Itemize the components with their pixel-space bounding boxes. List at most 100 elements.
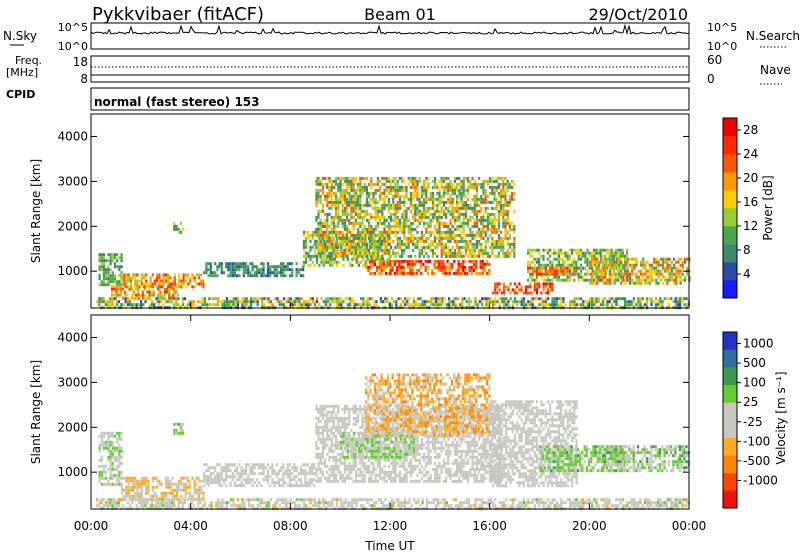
- scatter-cell-power-12: [148, 303, 151, 307]
- scatter-cell-power-6: [335, 254, 338, 258]
- scatter-cell-power-12: [245, 300, 248, 304]
- scatter-cell-power-6: [337, 185, 340, 189]
- scatter-cell-velocity-3: [225, 463, 228, 467]
- scatter-cell-velocity-3: [295, 466, 298, 470]
- scatter-cell-power-6: [387, 248, 390, 252]
- scatter-cell-power-6: [354, 191, 357, 195]
- scatter-cell-velocity-3: [238, 478, 241, 482]
- scatter-cell-power-6: [352, 242, 355, 246]
- scatter-cell-power-4: [262, 268, 265, 272]
- scatter-cell-velocity-1: [134, 485, 137, 489]
- scatter-cell-velocity-1: [151, 494, 154, 498]
- scatter-cell-velocity-4: [354, 410, 357, 414]
- scatter-cell-velocity-4: [324, 407, 327, 411]
- scatter-cell-velocity-0: [102, 482, 106, 486]
- scatter-cell-velocity-3: [207, 475, 210, 479]
- scatter-cell-velocity-1: [125, 491, 128, 495]
- scatter-cell-velocity-3: [293, 475, 296, 479]
- scatter-cell-power-8: [496, 291, 499, 295]
- scatter-cell-power-6: [350, 179, 353, 183]
- scatter-cell-power-12: [588, 297, 591, 301]
- scatter-cell-power-1: [168, 290, 171, 294]
- scatter-cell-power-11: [666, 263, 669, 267]
- scatter-cell-power-6: [368, 233, 371, 237]
- scatter-cell-power-11: [633, 266, 636, 270]
- scatter-cell-velocity-4: [348, 461, 351, 465]
- scatter-cell-power-12: [305, 300, 308, 304]
- scatter-cell-power-6: [473, 203, 476, 207]
- scatter-cell-power-6: [467, 218, 470, 222]
- scatter-cell-velocity-3: [251, 466, 254, 470]
- scatter-cell-power-0: [118, 268, 121, 272]
- scatter-cell-power-6: [326, 248, 329, 252]
- scatter-cell-power-6: [478, 227, 481, 231]
- scatter-cell-power-0: [118, 274, 121, 278]
- scatter-cell-power-6: [321, 209, 324, 213]
- scatter-cell-power-6: [502, 224, 505, 228]
- scatter-cell-power-4: [291, 268, 294, 272]
- scatter-cell-power-6: [335, 194, 338, 198]
- scatter-cell-power-6: [473, 254, 476, 258]
- scatter-cell-power-6: [453, 236, 456, 240]
- scatter-cell-power-6: [335, 239, 338, 243]
- scatter-cell-power-5: [384, 260, 387, 264]
- scatter-cell-power-6: [346, 254, 349, 258]
- scatter-cell-power-6: [390, 203, 393, 207]
- scatter-cell-power-4: [205, 265, 208, 269]
- scatter-cell-velocity-0: [98, 476, 101, 480]
- scatter-cell-power-6: [508, 251, 511, 255]
- scatter-cell-power-4: [209, 274, 212, 278]
- scatter-cell-power-12: [305, 303, 308, 307]
- scatter-cell-power-6: [502, 215, 505, 219]
- scatter-cell-velocity-4: [361, 422, 364, 426]
- scatter-cell-power-6: [420, 200, 423, 204]
- scatter-cell-power-9: [553, 248, 556, 252]
- scatter-cell-power-6: [458, 251, 461, 255]
- scatter-cell-power-6: [423, 248, 426, 252]
- scatter-cell-power-11: [659, 272, 662, 276]
- scatter-cell-power-5: [322, 254, 325, 258]
- scatter-cell-power-8: [500, 291, 503, 295]
- scatter-cell-velocity-1: [180, 494, 183, 498]
- scatter-cell-power-6: [480, 185, 483, 189]
- scatter-cell-power-6: [436, 227, 439, 231]
- scatter-cell-power-6: [469, 239, 472, 243]
- scatter-cell-power-11: [670, 260, 673, 264]
- scatter-cell-power-9: [617, 254, 620, 258]
- scatter-cell-power-12: [355, 303, 358, 307]
- scatter-cell-power-6: [398, 185, 401, 189]
- scatter-cell-velocity-4: [337, 419, 340, 423]
- scatter-cell-power-6: [508, 254, 511, 258]
- scatter-cell-power-12: [217, 300, 220, 304]
- scatter-cell-power-6: [502, 206, 505, 210]
- scatter-cell-power-9: [568, 275, 571, 279]
- scatter-cell-power-11: [677, 275, 680, 279]
- scatter-cell-power-6: [464, 245, 467, 249]
- scatter-cell-power-4: [291, 262, 294, 266]
- scatter-cell-power-11: [637, 278, 640, 282]
- scatter-cell-power-6: [361, 176, 364, 180]
- scatter-cell-power-6: [363, 248, 366, 252]
- scatter-cell-power-12: [661, 303, 664, 307]
- scatter-cell-velocity-3: [295, 484, 298, 488]
- scatter-cell-power-6: [425, 206, 428, 210]
- scatter-cell-power-6: [354, 203, 357, 207]
- scatter-cell-velocity-4: [330, 440, 333, 444]
- scatter-cell-power-11: [677, 269, 680, 273]
- scatter-cell-power-6: [328, 194, 331, 198]
- scatter-cell-power-5: [377, 248, 380, 252]
- scatter-cell-power-6: [381, 176, 384, 180]
- scatter-cell-power-7: [422, 262, 425, 266]
- scatter-cell-power-6: [453, 188, 456, 192]
- scatter-cell-power-12: [129, 303, 132, 307]
- scatter-cell-power-12: [448, 300, 451, 304]
- scatter-cell-power-6: [484, 233, 487, 237]
- scatter-cell-power-0: [102, 262, 106, 266]
- scatter-cell-power-5: [357, 260, 360, 264]
- scatter-cell-velocity-4: [350, 476, 353, 480]
- scatter-cell-velocity-1: [151, 476, 154, 480]
- scatter-cell-power-9: [586, 263, 589, 267]
- scatter-cell-power-6: [346, 233, 349, 237]
- scatter-cell-velocity-3: [216, 472, 219, 476]
